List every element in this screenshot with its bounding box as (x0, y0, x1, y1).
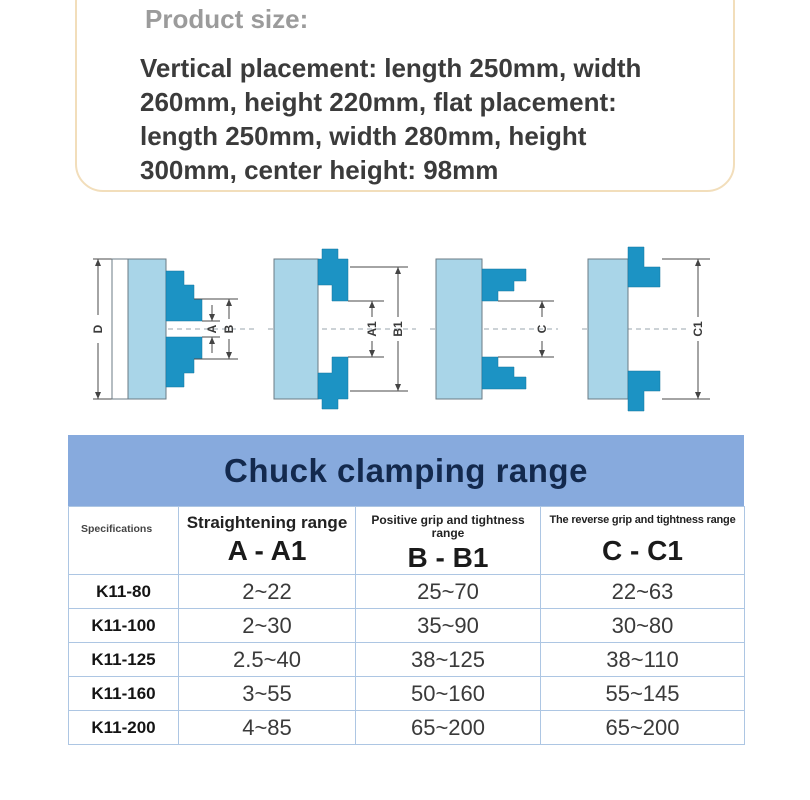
clamping-range-table: Specifications Straightening range A - A… (68, 505, 745, 746)
value-cell: 50~160 (355, 676, 541, 712)
dim-label-b1: B1 (391, 321, 405, 337)
spec-cell: K11-200 (68, 710, 179, 746)
table-row: K11-100 2~30 35~90 30~80 (68, 608, 745, 644)
col-header-title: Straightening range (186, 513, 348, 532)
value-cell: 65~200 (355, 710, 541, 746)
value-cell: 55~145 (540, 676, 745, 712)
top-jaw (165, 270, 203, 322)
col-header-reverse-grip: The reverse grip and tightness range C -… (540, 505, 745, 576)
top-jaw (317, 248, 349, 302)
bottom-jaw (165, 336, 203, 388)
dim-label-a1: A1 (365, 321, 379, 337)
value-cell: 2.5~40 (178, 642, 356, 678)
value-cell: 22~63 (540, 574, 745, 610)
col-header-straightening-range: Straightening range A - A1 (178, 505, 356, 576)
col-header-title: Positive grip and tightness range (371, 513, 525, 541)
table-row: K11-80 2~22 25~70 22~63 (68, 574, 745, 610)
col-header-specifications: Specifications (68, 505, 179, 576)
dim-label-d: D (91, 324, 105, 333)
product-size-box (75, 0, 735, 192)
chuck-figure-inner-grip: D A B (91, 258, 254, 400)
col-header-positive-grip: Positive grip and tightness range B - B1 (355, 505, 541, 576)
top-jaw (481, 268, 527, 302)
value-cell: 35~90 (355, 608, 541, 644)
chuck-figure-reverse-grip-extended: C1 (582, 246, 710, 412)
table-row: K11-160 3~55 50~160 55~145 (68, 676, 745, 712)
dim-label-b: B (222, 324, 236, 333)
header-row: Specifications Straightening range A - A… (68, 505, 745, 576)
table-row: K11-200 4~85 65~200 65~200 (68, 710, 745, 746)
spec-cell: K11-80 (68, 574, 179, 610)
value-cell: 2~22 (178, 574, 356, 610)
spec-cell: K11-100 (68, 608, 179, 644)
value-cell: 3~55 (178, 676, 356, 712)
col-header-sub-c-c1: C - C1 (602, 535, 683, 567)
dim-label-a: A (205, 324, 219, 333)
col-header-sub-a-a1: A - A1 (227, 534, 307, 566)
spec-cell: K11-125 (68, 642, 179, 678)
chuck-figure-reverse-grip: C (430, 258, 558, 400)
table-row: K11-125 2.5~40 38~125 38~110 (68, 642, 745, 678)
product-size-label: Product size: (145, 4, 309, 34)
table-title-banner: Chuck clamping range (68, 435, 744, 506)
value-cell: 2~30 (178, 608, 356, 644)
chuck-figure-outer-grip: A1 B1 (268, 248, 416, 410)
value-cell: 38~125 (355, 642, 541, 678)
value-cell: 38~110 (540, 642, 745, 678)
value-cell: 30~80 (540, 608, 745, 644)
value-cell: 25~70 (355, 574, 541, 610)
top-jaw (627, 246, 661, 288)
col-header-title: The reverse grip and tightness range (549, 514, 736, 526)
bottom-jaw (481, 356, 527, 390)
value-cell: 4~85 (178, 710, 356, 746)
value-cell: 65~200 (540, 710, 745, 746)
dim-label-c1: C1 (691, 321, 705, 337)
product-size-description: Vertical placement: length 250mm, width … (140, 53, 642, 185)
spec-cell: K11-160 (68, 676, 179, 712)
dim-label-c: C (535, 324, 549, 333)
chuck-diagram: D A B A1 (88, 243, 732, 419)
bottom-jaw (317, 356, 349, 410)
col-header-sub-b-b1: B - B1 (407, 542, 489, 574)
bottom-jaw (627, 370, 661, 412)
table-title: Chuck clamping range (224, 451, 588, 489)
